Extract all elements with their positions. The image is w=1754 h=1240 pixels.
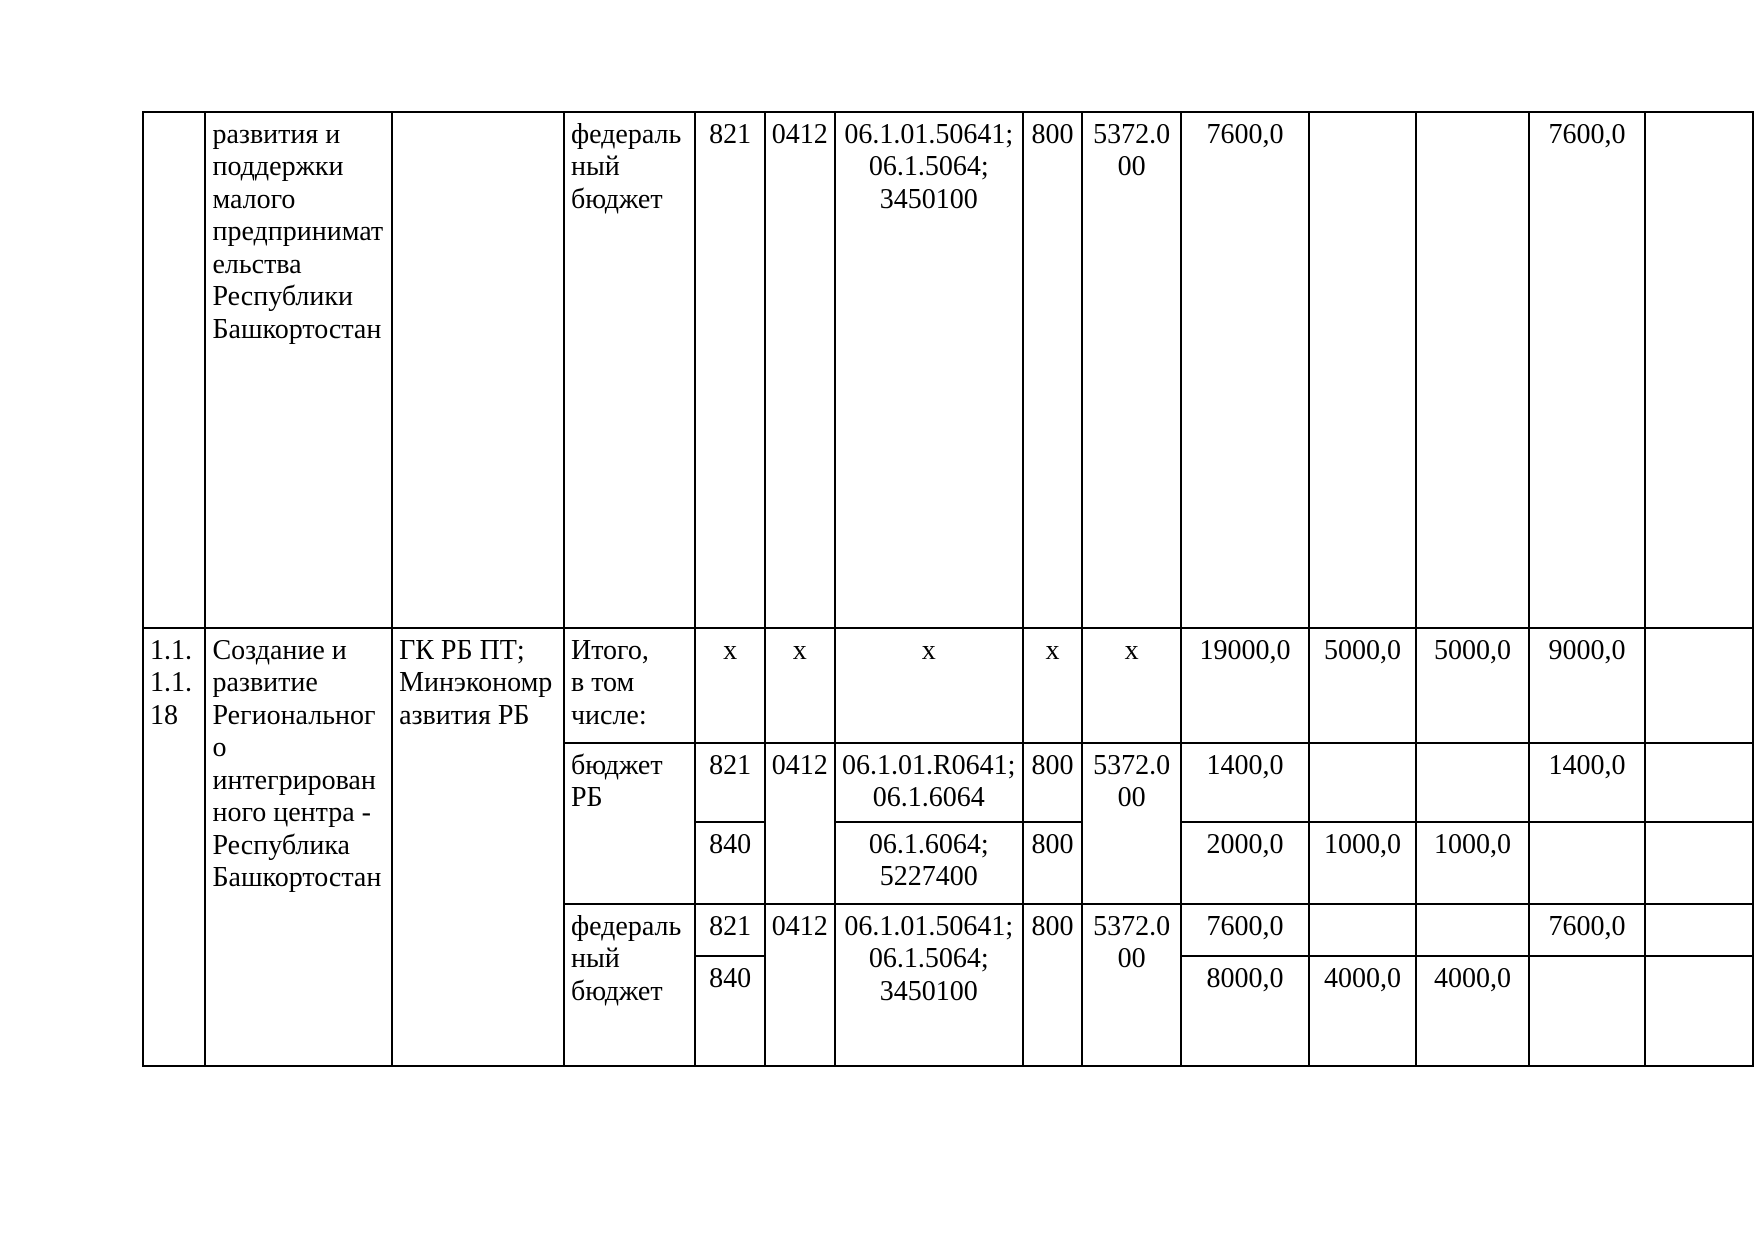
cell-amount-3: [1414, 111, 1531, 629]
cell-budget-source: федеральный бюджет: [562, 903, 697, 1067]
cell-amount-3: 1000,0: [1414, 821, 1531, 905]
cell-csr-code: x: [833, 627, 1024, 744]
cell-vr-code: x: [1021, 627, 1084, 744]
cell-grbs-code: 840: [694, 821, 766, 905]
cell-amount-2: [1308, 111, 1417, 629]
cell-number: 1.1.1.1.18: [141, 627, 207, 1067]
cell-grbs-code: x: [694, 627, 766, 744]
cell-amount-1: 7600,0: [1180, 111, 1311, 629]
cell-rzpr-code: 0412: [763, 742, 836, 905]
table-row-rb-840: 840 06.1.6064; 5227400 800 2000,0 1000,0…: [143, 821, 1754, 905]
cell-budget-source: федеральный бюджет: [562, 111, 697, 629]
cell-amount-4: 7600,0: [1528, 111, 1646, 629]
cell-extra-code: 5372.000: [1081, 742, 1183, 905]
cell-grbs-code: 821: [694, 111, 766, 629]
table-row-total: 1.1.1.1.18 Создание и развитие Региональ…: [141, 627, 1754, 1067]
cell-amount-3: 4000,0: [1414, 955, 1531, 1067]
cell-executors: ГК РБ ПТ; Минэкономразвития РБ: [391, 627, 565, 1067]
cell-rzpr-code: 0412: [763, 111, 836, 629]
cell-vr-code: 800: [1021, 742, 1084, 823]
table-row-fed-821: федеральный бюджет 821 0412 06.1.01.5064…: [143, 903, 1754, 1067]
cell-rzpr-code: 0412: [763, 903, 836, 1067]
cell-csr-code: 06.1.6064; 5227400: [833, 821, 1024, 905]
cell-amount-3: [1414, 903, 1531, 957]
cell-amount-5-cut: [1643, 903, 1754, 957]
cell-csr-code: 06.1.01.50641; 06.1.5064; 3450100: [833, 111, 1024, 629]
cell-amount-2: 1000,0: [1308, 821, 1417, 905]
cell-amount-4: 1400,0: [1528, 742, 1646, 823]
cell-amount-4: [1528, 955, 1646, 1067]
cell-amount-2: [1308, 742, 1417, 823]
cell-amount-4: 7600,0: [1528, 903, 1646, 957]
cell-amount-2: [1308, 903, 1417, 957]
cell-extra-code: x: [1081, 627, 1183, 744]
cell-grbs-code: 821: [694, 903, 766, 957]
budget-table: развития и поддержки малого предпринимат…: [141, 111, 1754, 1067]
cell-amount-2: 5000,0: [1308, 627, 1417, 744]
cell-amount-3: 5000,0: [1414, 627, 1531, 744]
cell-csr-code: 06.1.01.50641; 06.1.5064; 3450100: [833, 903, 1024, 1067]
cell-amount-4: 9000,0: [1528, 627, 1646, 744]
cell-amount-5-cut: [1643, 742, 1754, 823]
cell-amount-5-cut: [1643, 955, 1754, 1067]
cell-amount-4: [1528, 821, 1646, 905]
cell-amount-5-cut: [1643, 821, 1754, 905]
cell-budget-source: бюджет РБ: [562, 742, 697, 905]
table-row-rb-821: бюджет РБ 821 0412 06.1.01.R0641; 06.1.6…: [143, 742, 1754, 905]
cell-rzpr-code: x: [763, 627, 836, 744]
cell-grbs-code: 821: [694, 742, 766, 823]
cell-amount-2: 4000,0: [1308, 955, 1417, 1067]
cell-amount-5-cut: [1643, 627, 1754, 744]
cell-csr-code: 06.1.01.R0641; 06.1.6064: [833, 742, 1024, 823]
cell-vr-code: 800: [1021, 821, 1084, 905]
cell-amount-1: 7600,0: [1180, 903, 1311, 957]
cell-extra-code: 5372.000: [1081, 903, 1183, 1067]
cell-description: развития и поддержки малого предпринимат…: [204, 111, 394, 629]
table-row-continuation: развития и поддержки малого предпринимат…: [141, 111, 1754, 629]
cell-amount-3: [1414, 742, 1531, 823]
cell-amount-1: 8000,0: [1180, 955, 1311, 1067]
cell-grbs-code: 840: [694, 955, 766, 1067]
cell-extra-code: 5372.000: [1081, 111, 1183, 629]
cell-vr-code: 800: [1021, 903, 1084, 1067]
cell-description: Создание и развитие Регионального интегр…: [204, 627, 394, 1067]
cell-amount-5-cut: [1643, 111, 1754, 629]
cell-amount-1: 19000,0: [1180, 627, 1311, 744]
table-row-fed-840: 840 8000,0 4000,0 4000,0: [143, 955, 1754, 1067]
cell-amount-1: 1400,0: [1180, 742, 1311, 823]
cell-executors: [391, 111, 565, 629]
cell-vr-code: 800: [1021, 111, 1084, 629]
cell-budget-source: Итого, в том числе:: [562, 627, 697, 744]
cell-number: [141, 111, 207, 629]
cell-amount-1: 2000,0: [1180, 821, 1311, 905]
